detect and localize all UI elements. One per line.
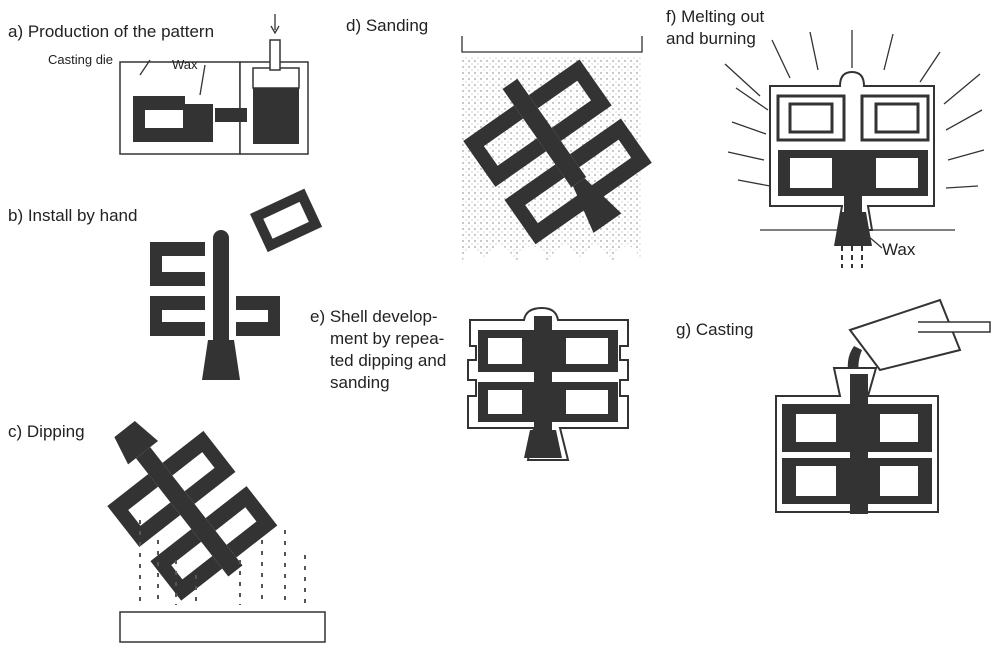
step-f-title-line: and burning (666, 29, 756, 48)
step-e-title-line: ment by repea- (330, 329, 445, 348)
step-a-title: a) Production of the pattern (8, 22, 215, 41)
casting-die-label: Casting die (48, 52, 114, 67)
casting-illustration (775, 298, 991, 514)
wax-label: Wax (172, 57, 198, 72)
shell-development-illustration (467, 306, 629, 461)
step-f-title: f) Melting out and burning (666, 6, 764, 50)
wax-drip-label: Wax (882, 240, 916, 259)
step-g-title: g) Casting (676, 320, 754, 339)
melting-out-illustration (724, 30, 985, 268)
step-e-title-line: ted dipping and (330, 351, 447, 370)
sanding-illustration (461, 36, 652, 262)
step-e-title: e) Shell develop- ment by repea- ted dip… (310, 306, 446, 394)
step-c-title: c) Dipping (8, 422, 85, 441)
casting-die-illustration (119, 14, 309, 155)
step-f-title-line: f) Melting out (666, 7, 765, 26)
step-e-title-line: e) Shell develop- (310, 307, 438, 326)
step-d-title: d) Sanding (346, 16, 429, 35)
step-b-title: b) Install by hand (8, 206, 138, 225)
step-e-title-line: sanding (330, 373, 390, 392)
tree-assembly-illustration (150, 188, 323, 380)
dipping-illustration (107, 421, 326, 643)
